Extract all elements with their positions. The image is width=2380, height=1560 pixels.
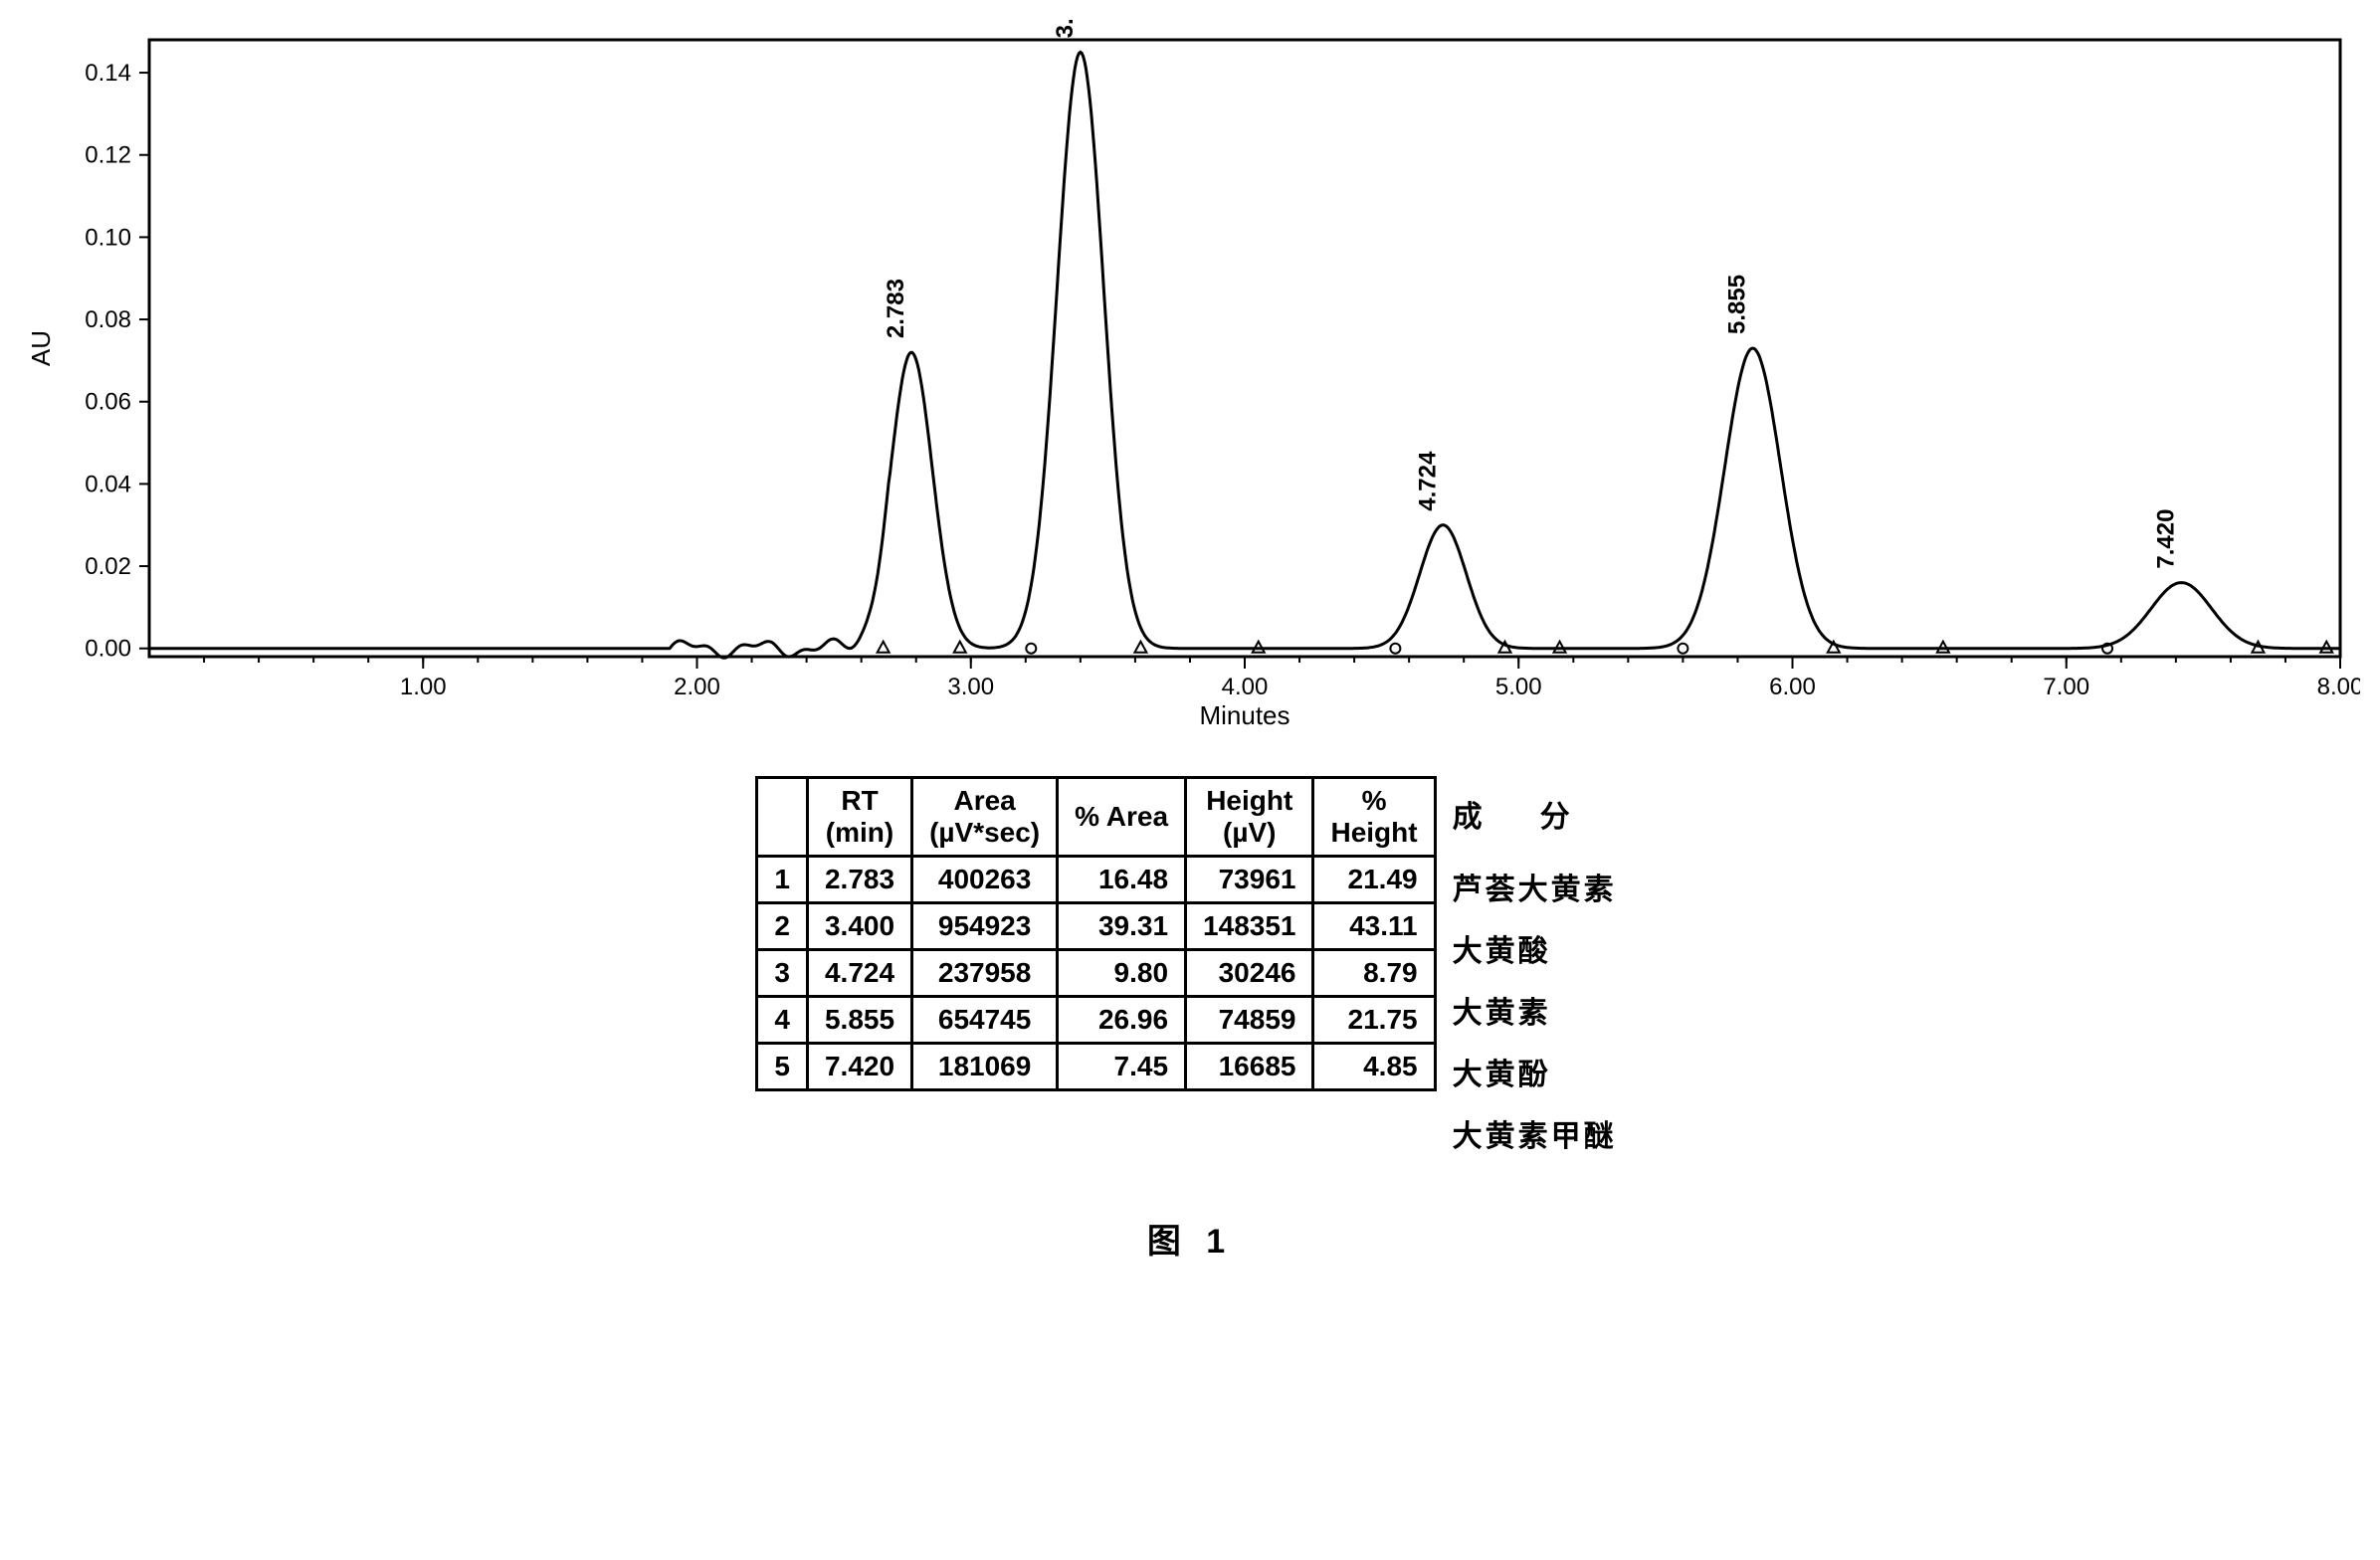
svg-text:0.08: 0.08 xyxy=(85,306,131,333)
cell-idx: 1 xyxy=(757,857,808,903)
svg-text:3.400: 3.400 xyxy=(1052,20,1079,38)
cell-rt: 5.855 xyxy=(807,997,911,1044)
table-row: 12.78340026316.487396121.49 xyxy=(757,857,1435,903)
cell-pct_area: 9.80 xyxy=(1058,950,1186,997)
components-column: 成 分芦荟大黄素大黄酸大黄素大黄酚大黄素甲醚 xyxy=(1445,776,1625,1164)
svg-text:2.783: 2.783 xyxy=(883,279,909,338)
svg-text:0.10: 0.10 xyxy=(85,224,131,251)
svg-text:3.00: 3.00 xyxy=(947,674,994,700)
cell-area: 181069 xyxy=(912,1044,1058,1090)
cell-idx: 5 xyxy=(757,1044,808,1090)
svg-text:AU: AU xyxy=(26,330,56,366)
component-item: 大黄酸 xyxy=(1445,917,1625,979)
cell-pct_height: 21.75 xyxy=(1313,997,1435,1044)
cell-pct_area: 26.96 xyxy=(1058,997,1186,1044)
peak-table-section: RT(min)Area(µV*sec)% AreaHeight(µV)%Heig… xyxy=(20,776,2360,1164)
table-row: 34.7242379589.80302468.79 xyxy=(757,950,1435,997)
svg-text:5.855: 5.855 xyxy=(1724,275,1751,334)
figure-caption: 图 1 xyxy=(20,1214,2360,1263)
chromatogram-chart: 0.00 0.02 0.04 0.06 0.08 0.10 0.12 0.14 1.00 2.00… xyxy=(20,20,2360,736)
svg-text:0.02: 0.02 xyxy=(85,553,131,580)
cell-height: 73961 xyxy=(1186,857,1313,903)
table-row: 23.40095492339.3114835143.11 xyxy=(757,903,1435,950)
cell-height: 16685 xyxy=(1186,1044,1313,1090)
col-height: Height(µV) xyxy=(1186,778,1313,857)
col-rt: RT(min) xyxy=(807,778,911,857)
cell-rt: 4.724 xyxy=(807,950,911,997)
cell-height: 148351 xyxy=(1186,903,1313,950)
cell-pct_area: 16.48 xyxy=(1058,857,1186,903)
svg-text:0.00: 0.00 xyxy=(85,636,131,663)
cell-area: 654745 xyxy=(912,997,1058,1044)
cell-height: 74859 xyxy=(1186,997,1313,1044)
cell-idx: 3 xyxy=(757,950,808,997)
svg-text:2.00: 2.00 xyxy=(674,674,720,700)
svg-text:7.00: 7.00 xyxy=(2043,674,2089,700)
cell-pct_area: 7.45 xyxy=(1058,1044,1186,1090)
svg-text:0.14: 0.14 xyxy=(85,60,131,87)
cell-rt: 3.400 xyxy=(807,903,911,950)
svg-text:7.420: 7.420 xyxy=(2152,509,2179,569)
table-row: 57.4201810697.45166854.85 xyxy=(757,1044,1435,1090)
svg-text:Minutes: Minutes xyxy=(1199,700,1289,730)
col-area: Area(µV*sec) xyxy=(912,778,1058,857)
cell-pct_height: 21.49 xyxy=(1313,857,1435,903)
svg-text:0.12: 0.12 xyxy=(85,142,131,169)
svg-text:6.00: 6.00 xyxy=(1769,674,1816,700)
cell-pct_height: 8.79 xyxy=(1313,950,1435,997)
svg-text:4.00: 4.00 xyxy=(1222,674,1269,700)
components-header: 成 分 xyxy=(1445,776,1625,856)
component-item: 大黄素 xyxy=(1445,979,1625,1041)
cell-idx: 2 xyxy=(757,903,808,950)
cell-pct_area: 39.31 xyxy=(1058,903,1186,950)
col-idx xyxy=(757,778,808,857)
cell-rt: 7.420 xyxy=(807,1044,911,1090)
cell-rt: 2.783 xyxy=(807,857,911,903)
component-item: 大黄酚 xyxy=(1445,1041,1625,1102)
svg-text:0.04: 0.04 xyxy=(85,471,131,497)
svg-text:4.724: 4.724 xyxy=(1414,451,1441,511)
cell-area: 400263 xyxy=(912,857,1058,903)
cell-area: 954923 xyxy=(912,903,1058,950)
cell-area: 237958 xyxy=(912,950,1058,997)
col-pct_area: % Area xyxy=(1058,778,1186,857)
peak-table: RT(min)Area(µV*sec)% AreaHeight(µV)%Heig… xyxy=(755,776,1436,1091)
table-row: 45.85565474526.967485921.75 xyxy=(757,997,1435,1044)
cell-pct_height: 4.85 xyxy=(1313,1044,1435,1090)
svg-text:1.00: 1.00 xyxy=(400,674,447,700)
component-item: 芦荟大黄素 xyxy=(1445,856,1625,917)
svg-text:5.00: 5.00 xyxy=(1495,674,1542,700)
svg-text:0.06: 0.06 xyxy=(85,389,131,416)
svg-text:8.00: 8.00 xyxy=(2317,674,2360,700)
cell-height: 30246 xyxy=(1186,950,1313,997)
cell-idx: 4 xyxy=(757,997,808,1044)
component-item: 大黄素甲醚 xyxy=(1445,1102,1625,1164)
col-pct_height: %Height xyxy=(1313,778,1435,857)
cell-pct_height: 43.11 xyxy=(1313,903,1435,950)
chart-svg: 0.00 0.02 0.04 0.06 0.08 0.10 0.12 0.14 1.00 2.00… xyxy=(20,20,2360,736)
